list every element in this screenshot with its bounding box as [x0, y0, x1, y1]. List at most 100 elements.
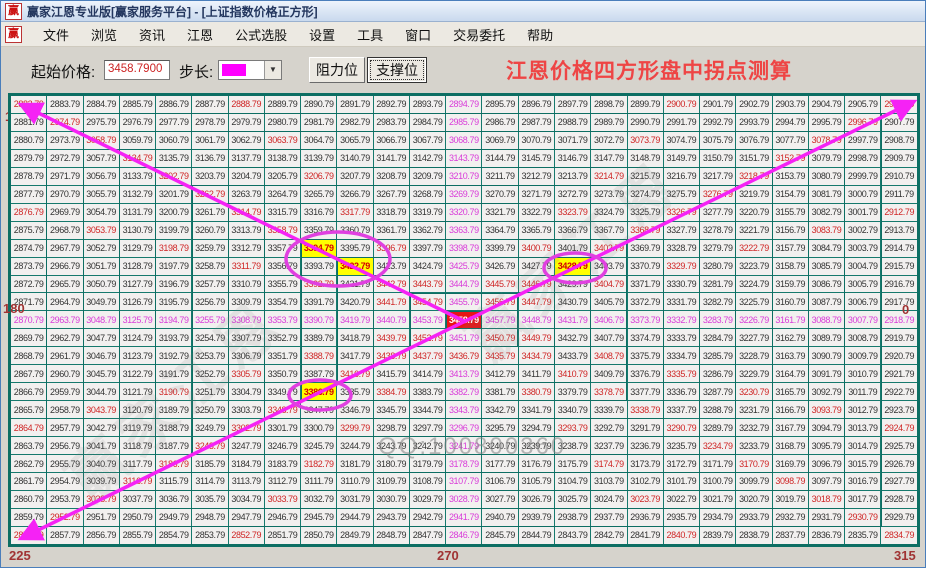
grid-cell: 3428.79 [553, 256, 592, 276]
grid-cell: 3003.79 [844, 238, 882, 258]
grid-cell: 3015.79 [844, 454, 882, 474]
menu-item-4[interactable]: 江恩 [187, 27, 214, 43]
grid-cell: 3071.79 [553, 130, 592, 150]
grid-cell: 3343.79 [445, 400, 483, 420]
grid-cell: 3315.79 [263, 202, 302, 222]
grid-cell: 3248.79 [191, 436, 229, 456]
grid-cell: 2938.79 [553, 507, 592, 527]
grid-cell: 2964.79 [46, 292, 84, 312]
grid-cell: 3296.79 [445, 418, 483, 438]
grid-cell: 3365.79 [517, 220, 555, 240]
menu-item-1[interactable]: 文件 [43, 27, 70, 43]
grid-cell: 3284.79 [699, 328, 737, 348]
grid-cell: 3037.79 [118, 489, 157, 509]
grid-cell: 3430.79 [553, 292, 592, 312]
chevron-down-icon[interactable]: ▼ [264, 61, 281, 79]
start-price-input[interactable]: 3458.7900 [104, 60, 170, 80]
grid-row: 2880.79 2973.79 3058.79 3059.79 3060.79 3061.… [9, 130, 918, 150]
grid-cell: 3092.79 [807, 382, 846, 402]
grid-cell: 2880.79 [9, 130, 48, 150]
grid-cell: 2892.79 [372, 95, 410, 114]
grid-cell: 2978.79 [191, 112, 229, 132]
grid-cell: 3175.79 [553, 454, 592, 474]
grid-cell: 3202.79 [155, 166, 193, 186]
grid-cell: 3308.79 [227, 310, 265, 330]
grid-cell: 2990.79 [626, 112, 664, 132]
menu-item-5[interactable]: 公式选股 [235, 27, 288, 43]
grid-cell: 3068.79 [445, 130, 483, 150]
grid-cell: 2962.79 [46, 328, 84, 348]
menu-item-3[interactable]: 资讯 [139, 27, 166, 43]
grid-cell: 3438.79 [372, 346, 410, 366]
grid-cell: 3083.79 [807, 220, 846, 240]
grid-cell: 3420.79 [336, 292, 374, 312]
grid-cell: 2843.79 [553, 525, 592, 546]
grid-cell: 2847.79 [408, 525, 447, 546]
grid-cell: 2846.79 [445, 525, 483, 546]
menu-item-8[interactable]: 窗口 [405, 27, 432, 43]
grid-cell: 2941.79 [445, 507, 483, 527]
support-button[interactable]: 支撑位 [367, 57, 427, 83]
grid-cell: 3086.79 [807, 274, 846, 294]
grid-cell: 3278.79 [699, 220, 737, 240]
grid-row: 2878.79 2971.79 3056.79 3133.79 3202.79 3203.… [9, 166, 918, 186]
grid-cell: 2970.79 [46, 184, 84, 204]
grid-cell: 3192.79 [155, 346, 193, 366]
grid-cell: 2984.79 [408, 112, 447, 132]
grid-cell: 3380.79 [517, 382, 555, 402]
grid-cell: 3329.79 [662, 256, 701, 276]
grid-cell: 2902.79 [735, 95, 773, 114]
grid-cell: 2974.79 [46, 112, 84, 132]
grid-cell: 3208.79 [372, 166, 410, 186]
grid-cell: 3414.79 [408, 364, 447, 384]
grid-cell: 3113.79 [227, 472, 265, 491]
grid-cell: 3290.79 [662, 418, 701, 438]
grid-cell: 3268.79 [408, 184, 447, 204]
menu-item-9[interactable]: 交易委托 [453, 27, 506, 43]
step-color-swatch [222, 64, 246, 76]
grid-cell: 3324.79 [590, 202, 628, 222]
menu-item-7[interactable]: 工具 [357, 27, 384, 43]
grid-cell: 3162.79 [771, 328, 809, 348]
grid-cell: 3007.79 [844, 310, 882, 330]
menu-item-10[interactable]: 帮助 [527, 27, 554, 43]
grid-cell: 3342.79 [481, 400, 519, 420]
grid-cell: 2845.79 [481, 525, 519, 546]
grid-cell: 3167.79 [771, 418, 809, 438]
grid-cell: 3137.79 [227, 148, 265, 168]
grid-cell: 3127.79 [118, 274, 157, 294]
grid-cell: 3434.79 [517, 346, 555, 366]
grid-cell: 2948.79 [191, 507, 229, 527]
grid-cell: 3410.79 [553, 364, 592, 384]
grid-cell: 3362.79 [408, 220, 447, 240]
resistance-button[interactable]: 阻力位 [309, 57, 365, 83]
grid-cell: 3139.79 [300, 148, 338, 168]
grid-cell: 3005.79 [844, 274, 882, 294]
menu-item-6[interactable]: 设置 [309, 27, 336, 43]
grid-cell: 3277.79 [699, 202, 737, 222]
grid-cell: 3112.79 [263, 472, 302, 491]
grid-cell: 2955.79 [46, 454, 84, 474]
grid-cell: 3293.79 [553, 418, 592, 438]
grid-cell: 2909.79 [880, 148, 918, 168]
grid-cell: 3076.79 [735, 130, 773, 150]
grid-cell: 2956.79 [46, 436, 84, 456]
grid-cell: 3353.79 [263, 310, 302, 330]
grid-cell: 3407.79 [590, 328, 628, 348]
grid-cell: 3326.79 [662, 202, 701, 222]
grid-cell: 3398.79 [445, 238, 483, 258]
step-color-dropdown[interactable]: ▼ [218, 60, 282, 80]
grid-cell: 2932.79 [771, 507, 809, 527]
grid-cell: 3184.79 [227, 454, 265, 474]
grid-cell: 2968.79 [46, 220, 84, 240]
menu-item-2[interactable]: 浏览 [91, 27, 118, 43]
grid-cell: 3085.79 [807, 256, 846, 276]
grid-cell: 2842.79 [590, 525, 628, 546]
grid-cell: 3385.79 [336, 382, 374, 402]
grid-row: 2882.79 2883.79 2884.79 2885.79 2886.79 2887.… [9, 95, 918, 114]
grid-cell: 3045.79 [82, 364, 120, 384]
grid-cell: 3061.79 [191, 130, 229, 150]
grid-cell: 3452.79 [408, 328, 447, 348]
grid-cell: 3334.79 [662, 346, 701, 366]
grid-cell: 3327.79 [662, 220, 701, 240]
